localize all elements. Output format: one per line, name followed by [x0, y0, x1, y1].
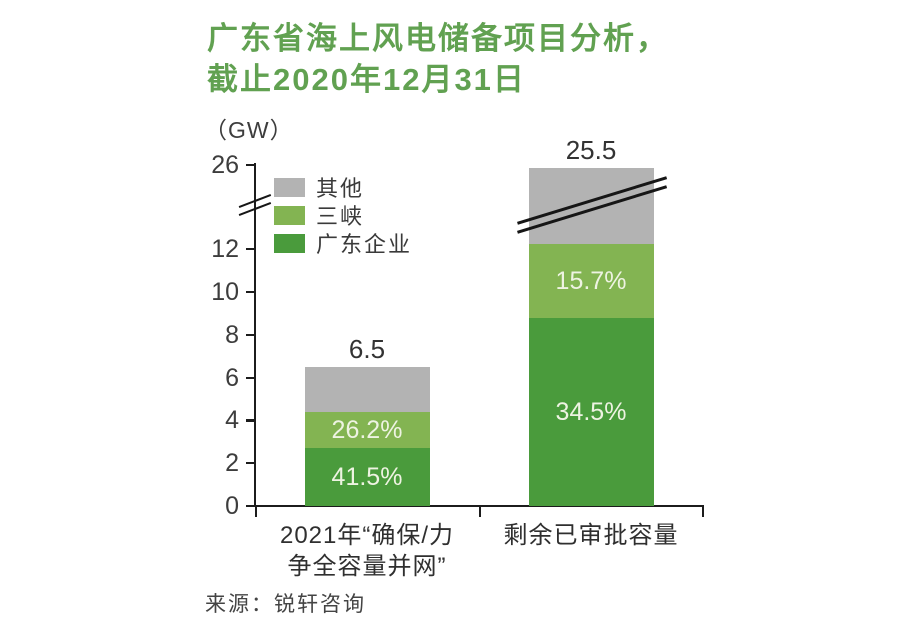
chart-title-line1: 广东省海上风电储备项目分析， [207, 21, 669, 56]
y-axis-tick-label: 10 [211, 277, 239, 306]
y-axis-line [254, 163, 257, 507]
bar-percent-label: 41.5% [331, 463, 403, 492]
bar-segment-light_green [304, 411, 430, 449]
y-axis-tick-label: 2 [225, 449, 239, 478]
bar-segment-gray [528, 168, 654, 245]
y-axis-tick [246, 376, 255, 379]
bar-segment-dark_green [304, 448, 430, 506]
y-axis-tick-label: 12 [211, 235, 239, 263]
legend-label-guangdong: 广东企业 [316, 232, 413, 257]
y-axis-tick-label: 6 [225, 363, 239, 392]
break-line [238, 193, 272, 209]
x-category-label-line: 剩余已审批容量 [503, 522, 679, 549]
x-axis-tick [702, 506, 705, 517]
legend-label-sanxia: 三峡 [316, 204, 365, 229]
x-category-label: 2021年“确保/力 争全容量并网” [217, 520, 517, 582]
chart-title: 广东省海上风电储备项目分析， 截止2020年12月31日 [207, 18, 669, 100]
y-axis-tick [246, 290, 255, 294]
bar-segment-light_green [528, 244, 654, 318]
y-axis-tick [246, 333, 255, 336]
y-axis-tick [246, 248, 255, 251]
bar-percent-label: 26.2% [331, 415, 403, 444]
y-axis-break-icon [238, 192, 272, 220]
legend-item-other: 其他 [274, 176, 412, 201]
bar-percent-label: 34.5% [555, 397, 627, 426]
legend: 其他 三峡 广东企业 [274, 176, 412, 260]
legend-swatch-gray [274, 177, 305, 197]
y-axis-tick [246, 505, 255, 508]
bar-percent-label: 15.7% [555, 266, 627, 295]
legend-item-guangdong: 广东企业 [274, 232, 412, 257]
legend-item-sanxia: 三峡 [274, 204, 412, 229]
bar-axis-break-icon [514, 176, 670, 234]
legend-swatch-light-green [274, 205, 305, 225]
y-axis-tick-label: 8 [225, 320, 239, 349]
bar-segment-dark_green [528, 317, 654, 506]
x-axis-tick [255, 506, 258, 517]
chart-title-line2: 截止2020年12月31日 [207, 62, 526, 97]
y-axis-tick-label: 26 [211, 151, 239, 179]
bar-segment-gray [304, 366, 430, 412]
legend-label-other: 其他 [316, 176, 365, 201]
x-axis-tick [479, 506, 482, 517]
x-category-label-line: 争全容量并网” [287, 553, 447, 580]
y-axis-tick-label: 4 [225, 406, 239, 435]
x-category-label-line: 2021年“确保/力 [279, 522, 455, 549]
y-axis-tick [246, 462, 255, 465]
bar-total-label: 6.5 [348, 333, 386, 364]
break-line [517, 185, 667, 234]
x-category-label: 剩余已审批容量 [441, 520, 741, 551]
y-axis-tick-label: 0 [225, 492, 239, 520]
source-note: 来源：锐轩咨询 [205, 593, 366, 616]
bar-total-label: 25.5 [565, 135, 617, 165]
y-axis-tick [246, 164, 255, 167]
unit-label: （GW） [204, 117, 294, 143]
y-axis-tick [246, 419, 255, 422]
break-line [517, 176, 667, 225]
legend-swatch-dark-green [274, 233, 305, 253]
